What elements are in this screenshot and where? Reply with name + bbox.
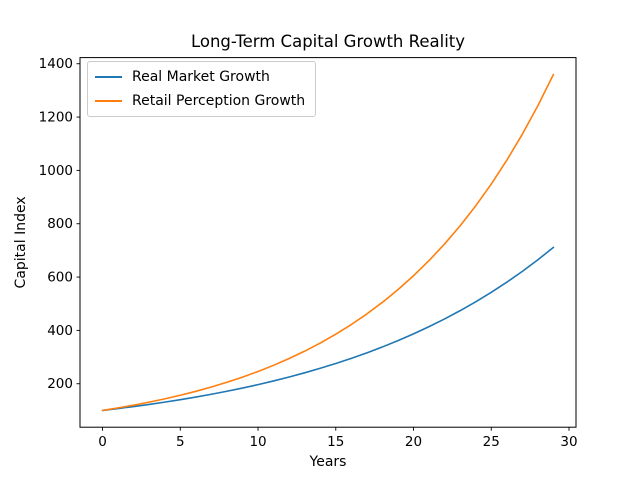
x-axis-ticks: 0 5 10 15 20 25 30	[98, 427, 578, 450]
series-line-retail-perception-growth	[101, 73, 555, 412]
legend-label-real-market-growth: Real Market Growth	[132, 69, 270, 85]
y-tick-label: 600	[47, 270, 73, 286]
x-tick-label: 15	[327, 434, 344, 450]
legend: Real Market Growth Retail Perception Gro…	[87, 61, 317, 117]
x-tick-label: 20	[405, 434, 422, 450]
series-line-real-market-growth	[101, 246, 555, 412]
y-tick-label: 1000	[39, 163, 73, 179]
y-tick-label: 400	[47, 323, 73, 339]
y-tick-label: 200	[47, 376, 73, 392]
chart-title: Long-Term Capital Growth Reality	[191, 32, 465, 51]
x-axis-label: Years	[309, 454, 347, 470]
axes-frame	[79, 57, 577, 428]
legend-swatch-real-market-growth	[95, 76, 122, 78]
legend-swatch-retail-perception-growth	[95, 100, 122, 102]
y-tick-label: 800	[47, 216, 73, 232]
y-axis-ticks: 200 400 600 800 1000 1200 1400	[39, 56, 80, 392]
y-tick-label: 1400	[39, 56, 73, 72]
x-tick-label: 10	[249, 434, 266, 450]
y-axis-label: Capital Index	[13, 196, 29, 288]
y-tick-label: 1200	[39, 110, 73, 126]
x-tick-label: 25	[483, 434, 500, 450]
x-tick-label: 30	[560, 434, 577, 450]
legend-item-real: Real Market Growth	[95, 68, 305, 86]
series-lines	[101, 73, 555, 412]
x-tick-label: 0	[98, 434, 107, 450]
legend-label-retail-perception-growth: Retail Perception Growth	[132, 93, 306, 109]
x-tick-label: 5	[176, 434, 185, 450]
legend-item-retail: Retail Perception Growth	[95, 92, 305, 110]
